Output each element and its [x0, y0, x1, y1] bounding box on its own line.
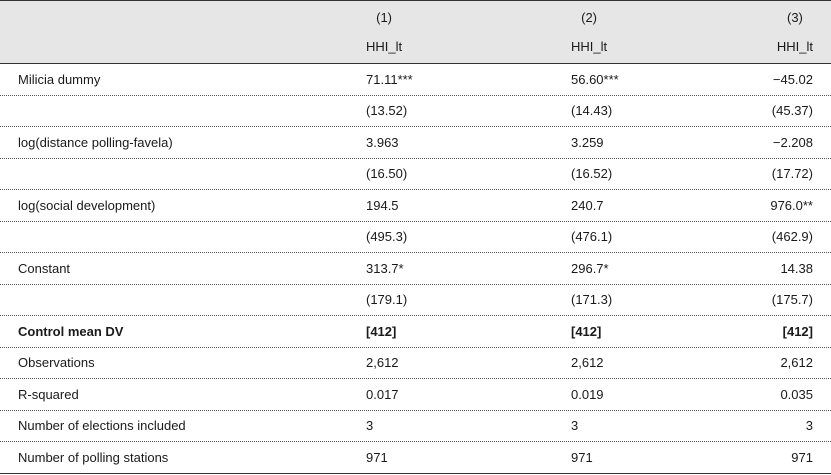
cell: 2,612: [780, 355, 813, 371]
cell: (476.1): [571, 229, 613, 245]
cell: 56.60***: [571, 71, 619, 87]
cell: [412]: [366, 323, 397, 339]
cell: −2.208: [772, 134, 813, 150]
row-label: log(distance polling-favela): [18, 134, 173, 150]
cell: 0.017: [366, 386, 399, 402]
cell: 976.0**: [770, 197, 813, 213]
header-row: (1) HHI_lt (2) HHI_lt (3) HHI_lt: [0, 1, 831, 64]
row-label: Constant: [18, 260, 71, 276]
cell: 3: [571, 418, 579, 434]
cell: 971: [571, 449, 593, 465]
cell: (17.72): [771, 166, 813, 182]
table-row: (16.50) (16.52) (17.72): [0, 159, 831, 190]
cell: (171.3): [571, 292, 613, 308]
cell: 296.7*: [571, 260, 609, 276]
cell: (175.7): [771, 292, 813, 308]
header-stack: (1) HHI_lt: [366, 10, 402, 54]
cell: 971: [791, 449, 813, 465]
header-cell: (2) HHI_lt: [555, 10, 750, 54]
cell: 0.035: [780, 386, 813, 402]
table-row: Constant 313.7* 296.7* 14.38: [0, 253, 831, 285]
header-stack: (3) HHI_lt: [777, 10, 813, 54]
table-row: (179.1) (171.3) (175.7): [0, 285, 831, 316]
cell: 240.7: [571, 197, 604, 213]
cell: 971: [366, 449, 388, 465]
cell: (45.37): [771, 103, 813, 119]
cell: (14.43): [571, 103, 613, 119]
cell: 194.5: [366, 197, 399, 213]
table-row: Observations 2,612 2,612 2,612: [0, 348, 831, 379]
header-stack: (2) HHI_lt: [571, 10, 607, 54]
header-cell: (1) HHI_lt: [350, 10, 555, 54]
dependent-variable: HHI_lt: [776, 39, 813, 54]
cell: 3.963: [366, 134, 399, 150]
row-label: Control mean DV: [18, 323, 124, 339]
cell: 71.11***: [366, 71, 413, 87]
cell: (16.52): [571, 166, 613, 182]
cell: 3: [366, 418, 374, 434]
table-row: R-squared 0.017 0.019 0.035: [0, 379, 831, 411]
row-label: log(social development): [18, 197, 156, 213]
cell: (462.9): [771, 229, 813, 245]
cell: [412]: [782, 323, 813, 339]
row-label: Observations: [18, 355, 95, 371]
cell: (16.50): [366, 166, 408, 182]
table-row: (13.52) (14.43) (45.37): [0, 96, 831, 127]
cell: 2,612: [571, 355, 604, 371]
cell: (495.3): [366, 229, 408, 245]
table-row: log(distance polling-favela) 3.963 3.259 −2…: [0, 127, 831, 159]
table-row: Number of polling stations 971 971 971: [0, 442, 831, 474]
row-label: Number of polling stations: [18, 449, 169, 465]
cell: 14.38: [780, 260, 813, 276]
cell: (179.1): [366, 292, 408, 308]
header-cell: (3) HHI_lt: [750, 10, 831, 54]
table-row: Number of elections included 3 3 3: [0, 411, 831, 442]
column-number: (3): [786, 10, 803, 25]
row-label: Milicia dummy: [18, 71, 101, 87]
row-label: Number of elections included: [18, 418, 186, 434]
column-number: (1): [376, 10, 392, 25]
cell: 313.7*: [366, 260, 404, 276]
table-row: Milicia dummy 71.11*** 56.60*** −45.02: [0, 64, 831, 96]
dependent-variable: HHI_lt: [571, 39, 608, 54]
cell: 0.019: [571, 386, 604, 402]
table-row: Control mean DV [412] [412] [412]: [0, 316, 831, 348]
column-number: (2): [581, 10, 597, 25]
cell: 2,612: [366, 355, 399, 371]
cell: −45.02: [772, 71, 813, 87]
cell: 3.259: [571, 134, 604, 150]
row-label: R-squared: [18, 386, 79, 402]
cell: (13.52): [366, 103, 408, 119]
cell: [412]: [571, 323, 602, 339]
cell: 3: [805, 418, 813, 434]
table-row: (495.3) (476.1) (462.9): [0, 222, 831, 253]
table-row: log(social development) 194.5 240.7 976.0**: [0, 190, 831, 222]
dependent-variable: HHI_lt: [366, 39, 403, 54]
